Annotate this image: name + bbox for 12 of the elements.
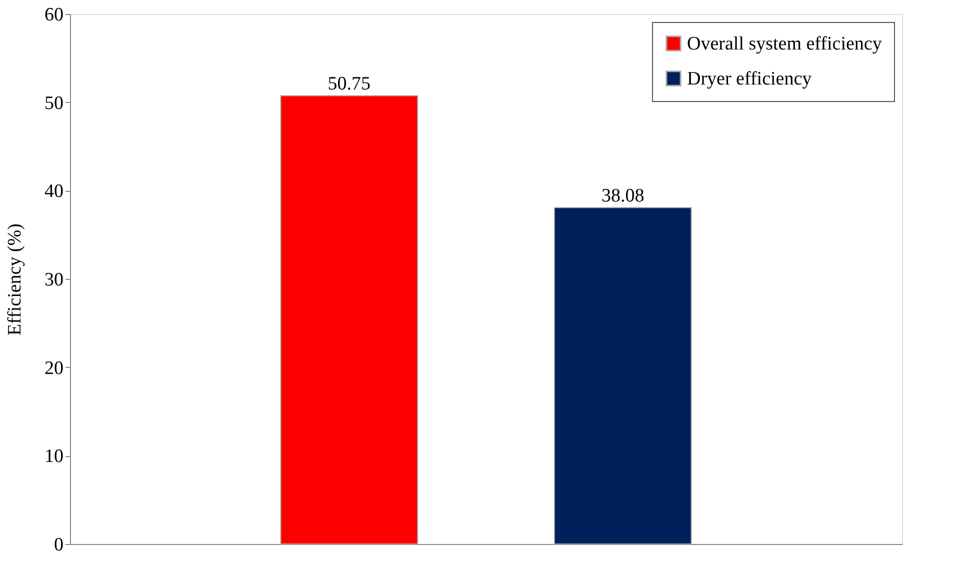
y-tick-label: 0 (54, 534, 64, 556)
data-label: 50.75 (328, 74, 371, 95)
legend-label: Overall system efficiency (687, 34, 882, 54)
y-tick-label: 10 (44, 446, 64, 468)
y-tick-label: 30 (44, 270, 64, 290)
y-axis-title: Efficiency (%) (4, 223, 26, 336)
data-label: 38.08 (601, 186, 644, 207)
y-tick-label: 50 (44, 92, 64, 114)
legend-label: Dryer efficiency (687, 68, 812, 90)
y-tick-label: 40 (44, 181, 64, 202)
y-tick-label: 60 (44, 4, 64, 26)
y-tick-label: 20 (44, 358, 64, 379)
